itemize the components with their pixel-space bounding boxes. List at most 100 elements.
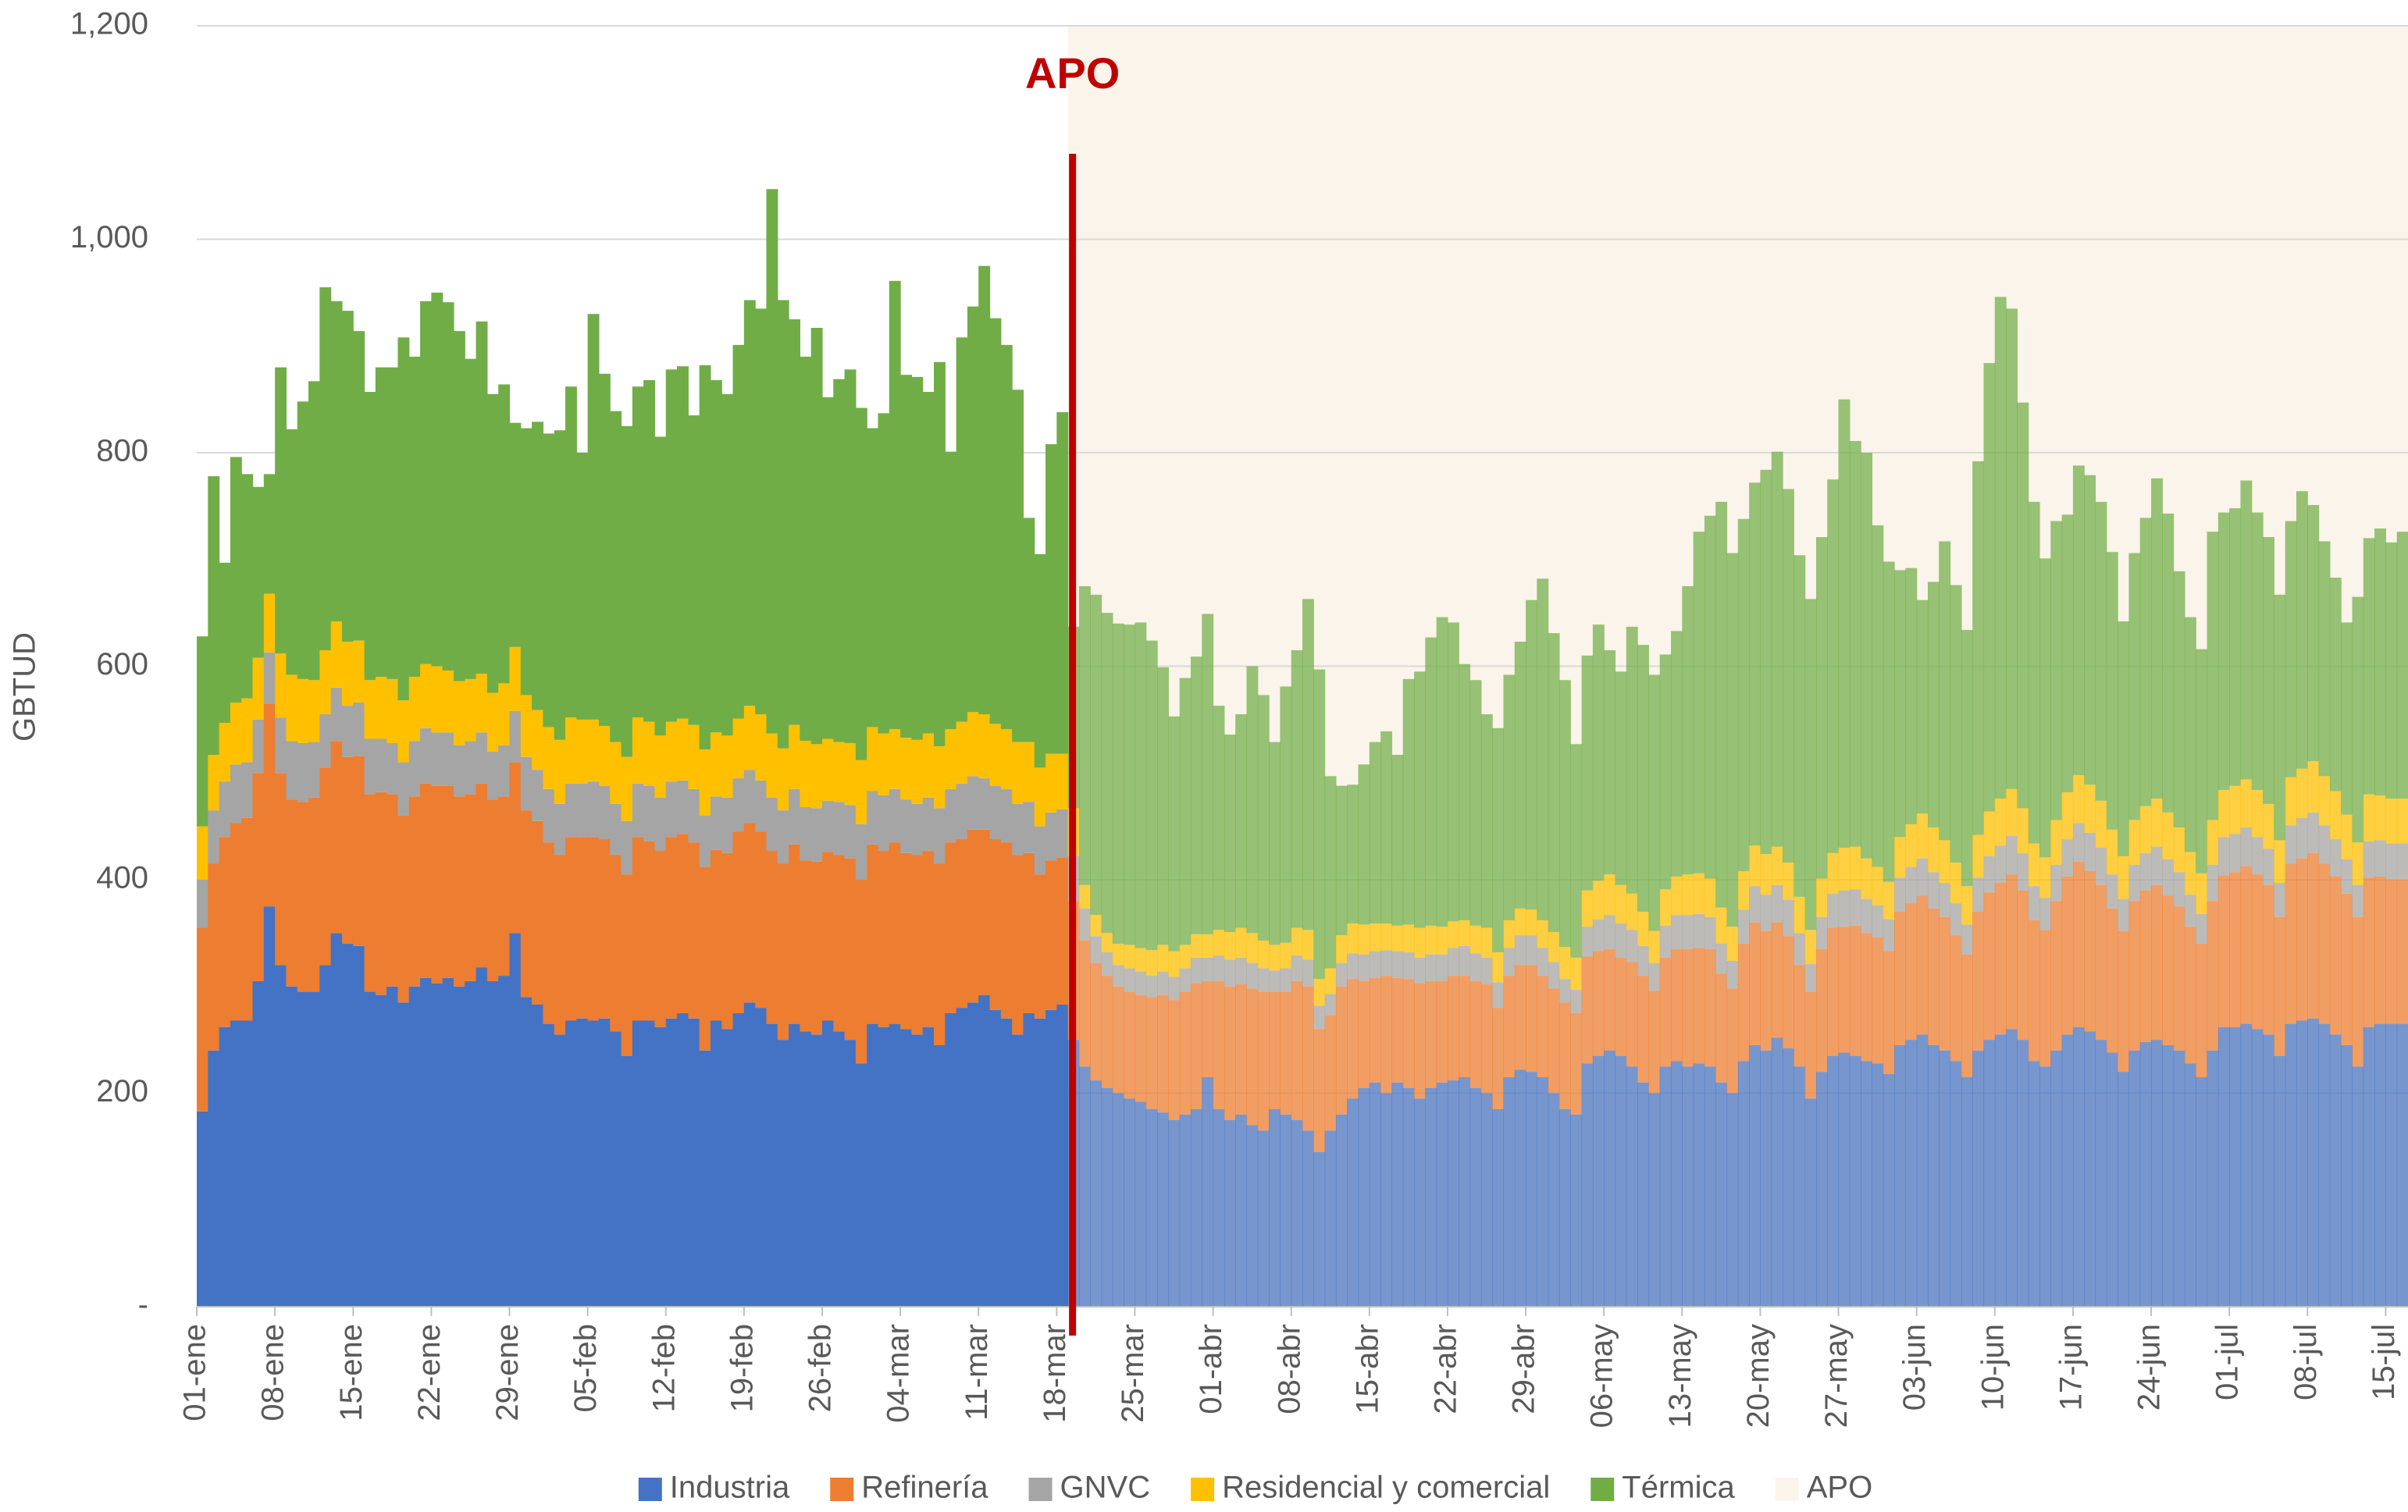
bar-segment [1693,1063,1705,1307]
bar-segment [922,733,935,798]
bar-segment [2251,874,2264,1030]
bar-segment [1570,744,1583,958]
bar-segment [1391,925,1404,952]
bar-segment [2184,852,2196,895]
bar-segment [1302,959,1314,987]
bar-segment [2385,880,2398,1024]
bar-segment [1872,1063,1884,1307]
bar-segment [1425,980,1437,1088]
bar-segment [855,824,867,880]
bar-segment [621,874,633,1056]
bar-segment [967,1002,979,1307]
bar-segment [397,700,410,763]
bar-segment [1682,1066,1694,1307]
bar-segment [1783,489,1794,863]
bar-segment [1615,957,1627,1056]
bar-segment [1983,856,1996,893]
bar-segment [1838,1052,1851,1307]
bar-segment [934,746,946,809]
bar-segment [800,1031,812,1307]
bar-segment [1124,945,1136,969]
bar-segment [878,733,890,795]
bar-segment [900,1029,912,1307]
bar-segment [1827,1055,1840,1307]
bar-segment [1078,1066,1091,1307]
bar-segment [1380,950,1393,977]
bar-segment [2329,876,2342,1035]
bar-segment [1861,1061,1873,1307]
bar-segment [2251,837,2264,875]
bar-segment [1145,997,1158,1110]
bar-segment [677,718,689,781]
bar-segment [330,933,343,1307]
bar-segment [732,778,745,832]
bar-segment [2072,774,2085,824]
bar-segment [867,791,879,845]
bar-segment [1548,988,1560,1094]
bar-segment [2017,890,2029,1041]
bar-segment [2106,908,2118,1053]
bar-segment [911,855,924,1035]
bar-segment [721,735,734,798]
bar-segment [1939,840,1951,884]
y-tick-label: 1,000 [70,220,148,254]
bar-segment [1235,927,1248,958]
bar-segment [2050,820,2063,865]
bar-segment [777,863,789,1041]
bar-segment [2072,465,2085,775]
bar-segment [821,852,834,1021]
bar-segment [800,356,812,742]
bar-segment [2118,1072,2130,1307]
bar-segment [2118,856,2130,899]
bar-segment [308,797,320,992]
bar-segment [1023,852,1035,1013]
bar-segment [2385,843,2398,880]
bar-segment [732,718,745,779]
bar-segment [810,328,823,745]
bar-segment [2095,847,2107,885]
bar-segment [945,842,957,1013]
bar-segment [1391,1082,1404,1307]
bar-segment [833,802,846,856]
bar-segment [732,831,745,1013]
bar-segment [219,1026,231,1307]
bar-segment [1972,461,1985,835]
bar-segment [1347,979,1359,1099]
bar-segment [1615,671,1627,885]
bar-segment [386,367,399,679]
bar-segment [1548,633,1560,933]
x-tick-label: 15-abr [1350,1324,1384,1414]
bar-segment [1827,893,1840,928]
bar-segment [1659,1066,1672,1307]
bar-segment [699,365,711,750]
bar-segment [1927,1044,1940,1307]
bar-segment [408,741,421,797]
bar-segment [1157,1112,1169,1307]
bar-segment [989,318,1002,724]
bar-segment [1749,886,1761,923]
bar-segment [1983,1040,1996,1307]
x-tick-label: 01-jul [2210,1324,2245,1400]
bar-segment [1794,896,1806,934]
bar-segment [1269,945,1281,971]
x-tick-label: 22-ene [412,1324,447,1421]
bar-segment [375,367,387,678]
bar-segment [934,808,946,864]
legend-label: GNVC [1060,1471,1151,1505]
bar-segment [2039,1066,2051,1307]
bar-segment [1939,916,1951,1051]
bar-segment [1369,923,1381,952]
bar-segment [1469,953,1482,981]
bar-segment [855,1063,867,1307]
x-tick-label: 29-abr [1507,1324,1541,1414]
bar-segment [2263,884,2274,1035]
bar-segment [1157,971,1169,995]
bar-segment [2385,799,2398,844]
bar-segment [1592,919,1605,952]
bar-segment [967,776,979,830]
bar-segment [2039,930,2051,1067]
bar-segment [1894,877,1906,913]
bar-segment [1514,642,1526,909]
x-tick-label: 17-jun [2054,1324,2088,1411]
bar-segment [1581,956,1594,1064]
